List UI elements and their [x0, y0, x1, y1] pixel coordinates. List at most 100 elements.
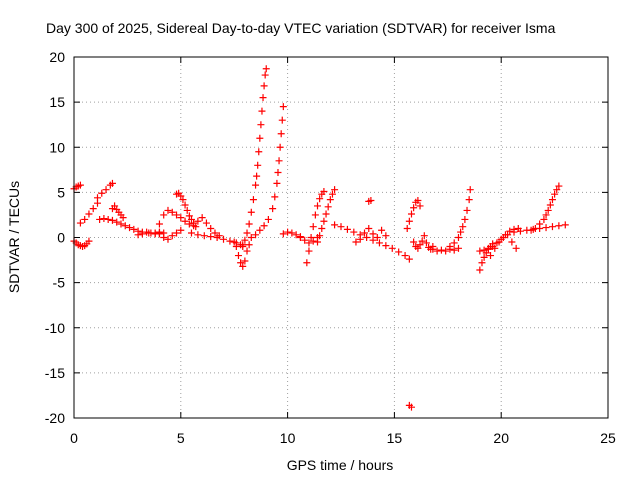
data-point [555, 182, 563, 190]
data-point [89, 205, 97, 213]
data-point [305, 239, 313, 247]
data-point [466, 186, 474, 194]
data-point [324, 203, 332, 211]
series-low-11 [296, 234, 322, 247]
data-point [476, 247, 484, 255]
data-point [544, 206, 552, 214]
data-point [117, 220, 125, 228]
series-rise-16 [403, 196, 424, 232]
data-point [296, 234, 304, 241]
data-point [255, 148, 263, 156]
y-tick-label: -5 [53, 275, 66, 291]
series-flat-17 [429, 244, 462, 255]
data-point [395, 248, 403, 256]
data-point [239, 262, 247, 270]
data-point [450, 239, 458, 247]
data-point [450, 246, 458, 254]
data-point [307, 234, 315, 241]
data-point [375, 239, 383, 247]
data-point [108, 179, 116, 187]
data-point [420, 232, 428, 240]
data-point [555, 222, 563, 230]
data-point [437, 246, 445, 254]
data-point [253, 172, 261, 180]
data-point [76, 181, 84, 189]
data-point [369, 230, 377, 238]
data-point [414, 196, 422, 204]
data-point [181, 217, 189, 225]
data-point [241, 236, 249, 244]
data-point [155, 220, 163, 228]
data-point [104, 215, 112, 223]
x-tick-label: 5 [177, 430, 185, 446]
data-point [200, 232, 208, 240]
data-point [168, 208, 176, 216]
data-point [506, 227, 514, 235]
data-point [303, 259, 311, 267]
data-point [213, 234, 221, 241]
data-point [461, 215, 469, 223]
data-point [463, 206, 471, 214]
data-point [516, 227, 524, 235]
data-point [168, 232, 176, 240]
data-point [239, 241, 247, 249]
data-point [410, 204, 418, 212]
data-point [185, 220, 193, 228]
data-point [309, 223, 317, 231]
data-point [504, 231, 512, 239]
data-point [177, 192, 185, 200]
data-point [478, 259, 486, 267]
data-point [531, 224, 539, 232]
data-point [536, 220, 544, 228]
data-point [540, 215, 548, 223]
data-point [264, 215, 272, 223]
data-point [151, 230, 159, 238]
data-point [405, 217, 413, 225]
data-point [138, 230, 146, 238]
data-point [410, 238, 418, 246]
data-point [220, 235, 228, 243]
data-point [177, 214, 185, 222]
data-point [143, 228, 151, 236]
data-point [442, 247, 450, 255]
data-point [173, 229, 181, 237]
data-point [465, 196, 473, 204]
series-gap-10 [279, 228, 304, 241]
data-point [198, 214, 206, 222]
data-point [121, 222, 129, 230]
series-arc-4 [155, 206, 198, 230]
series-point-14 [365, 196, 375, 205]
data-point [322, 210, 330, 218]
data-point [433, 247, 441, 255]
series-early-neg [70, 237, 93, 251]
series-spike-10 [247, 103, 287, 241]
data-point [85, 237, 93, 245]
series-rise-11 [303, 187, 328, 267]
data-point [305, 247, 313, 255]
data-point [211, 229, 219, 237]
data-point [274, 169, 282, 177]
data-point [102, 186, 110, 194]
grid-lines [74, 57, 608, 418]
series-mid-1 [134, 228, 163, 239]
data-point [546, 201, 554, 209]
data-point [257, 121, 265, 129]
y-axis-title: SDTVAR / TECUs [6, 181, 22, 293]
data-point [183, 206, 191, 214]
data-point [271, 193, 279, 201]
data-point [160, 211, 168, 219]
series-rise-22 [527, 182, 563, 234]
data-point [480, 246, 488, 254]
data-point [194, 217, 202, 225]
y-tick-label: -15 [45, 365, 65, 381]
data-point [418, 237, 426, 245]
data-point [284, 228, 292, 236]
data-point [134, 231, 142, 239]
series-outlier [405, 401, 415, 411]
series-rise-12 [314, 186, 339, 246]
data-point [252, 181, 260, 189]
data-point [256, 134, 264, 142]
data-point [309, 237, 317, 245]
data-point [499, 234, 507, 241]
